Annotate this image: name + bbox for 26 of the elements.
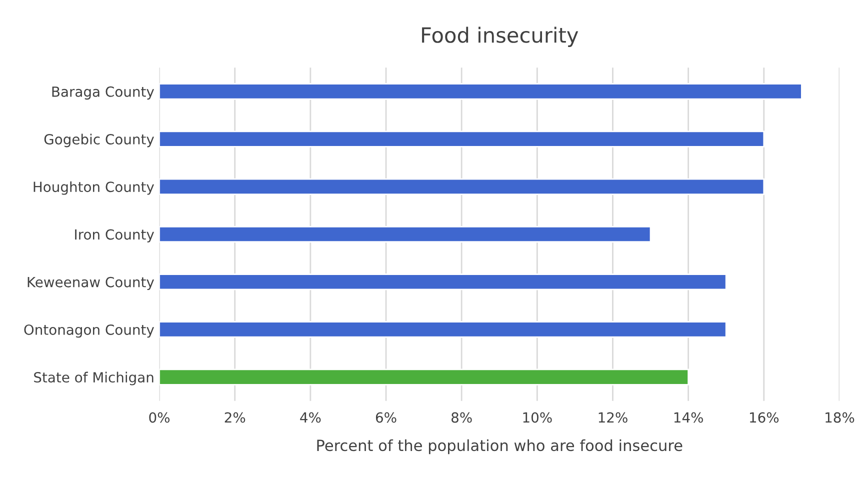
x-tick-label: 10% (523, 412, 552, 423)
y-tick-label: State of Michigan (34, 372, 154, 386)
y-tick-label: Iron County (75, 229, 154, 242)
bar (159, 321, 727, 338)
bar (159, 368, 690, 386)
x-tick-label: 18% (826, 412, 854, 423)
y-tick-label: Gogebic County (44, 134, 154, 148)
y-tick-label: Houghton County (34, 181, 154, 195)
x-tick-label: 8% (452, 412, 472, 423)
x-tick-label: 4% (300, 412, 321, 423)
y-tick-label: Ontonagon County (24, 324, 154, 338)
bar (159, 130, 765, 148)
y-tick-label: Baraga County (52, 86, 154, 100)
x-tick-label: 14% (674, 412, 703, 423)
x-axis-title: Percent of the population who are food insecure (317, 439, 682, 454)
x-tick-label: 12% (598, 412, 628, 423)
x-tick-label: 6% (376, 412, 396, 423)
chart-title: Food insecurity (422, 26, 578, 47)
bar (159, 178, 765, 195)
bar (159, 274, 727, 290)
x-tick-label: 16% (750, 412, 779, 423)
bar (159, 83, 802, 100)
bar (159, 226, 652, 243)
x-tick-label: 0% (149, 412, 170, 423)
y-tick-label: Keweenaw County (28, 276, 154, 290)
x-tick-label: 2% (224, 412, 246, 423)
